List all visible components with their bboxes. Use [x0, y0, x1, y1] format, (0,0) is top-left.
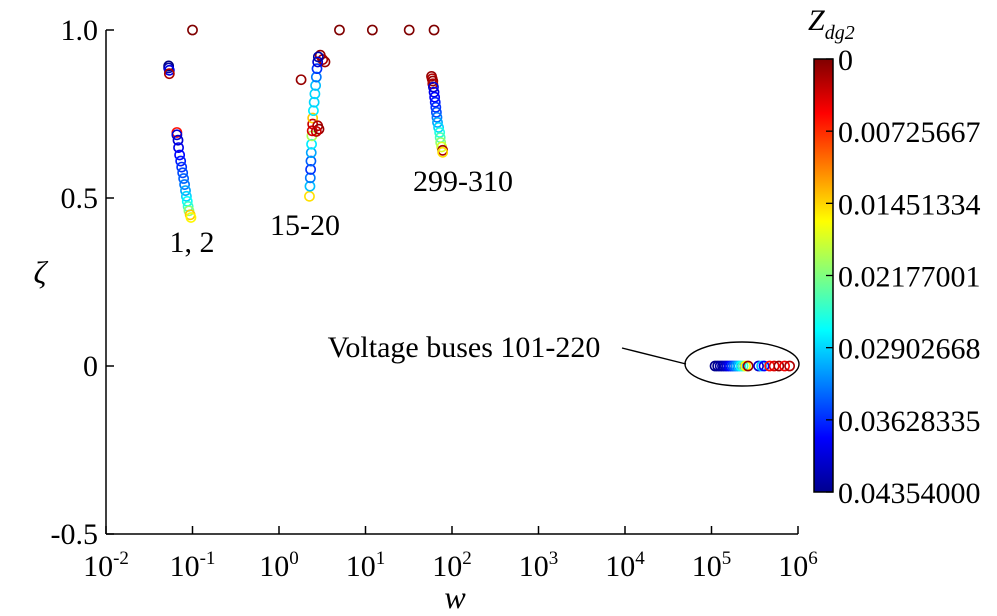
scatter-point [311, 63, 323, 75]
colorbar-title-sub: dg2 [825, 22, 855, 44]
scatter-point [430, 101, 442, 113]
x-tick-label: 10-1 [170, 548, 216, 583]
colorbar-tick-label: 0.01451334 [838, 188, 981, 221]
scatter-point [304, 190, 315, 202]
scatter-point [742, 360, 754, 372]
scatter-point [185, 212, 197, 223]
scatter-point [758, 360, 770, 372]
annotation-voltage-buses: Voltage buses 101-220 [328, 331, 601, 364]
annotation-15-20: 15-20 [270, 209, 340, 242]
colorbar-title-main: Z [808, 4, 825, 37]
annotation-1-2: 1, 2 [170, 226, 215, 259]
scatter-point [175, 155, 187, 167]
scatter-point [432, 117, 443, 128]
scatter-point [434, 127, 446, 138]
scatter-point [366, 24, 378, 36]
scatter-point [312, 51, 324, 63]
x-tick-label: 103 [519, 548, 559, 583]
scatter-point [334, 24, 345, 36]
scatter-point [187, 24, 198, 36]
colorbar-tick-label: 0.00725667 [838, 116, 981, 149]
scatter-point [768, 360, 780, 372]
scatter-point [177, 167, 189, 179]
scatter-points [163, 24, 796, 372]
scatter-point [435, 137, 447, 148]
x-tick-label: 105 [692, 548, 732, 583]
scatter-point [428, 86, 440, 98]
scatter-point [176, 161, 188, 173]
scatter-point [180, 185, 191, 197]
scatter-point [431, 111, 443, 123]
scatter-point [753, 360, 764, 372]
scatter-point [178, 173, 190, 184]
scatter-point [428, 81, 439, 93]
x-tick-label: 10-2 [83, 548, 129, 583]
voltage-buses-ellipse [684, 341, 800, 387]
scatter-point [403, 24, 415, 36]
scatter-point [174, 149, 186, 161]
colorbar-tick-label: 0.03628335 [838, 405, 981, 438]
scatter-point [179, 179, 190, 190]
y-tick-label: 1.0 [61, 14, 99, 47]
y-axis-ticks: 1.0 0.5 0 -0.5 [51, 14, 114, 551]
scatter-point [172, 134, 184, 146]
scatter-point [773, 360, 785, 372]
x-axis-title: w [444, 579, 466, 615]
scatter-point [173, 142, 184, 153]
scatter-point [307, 112, 319, 124]
annotation-299-310: 299-310 [413, 165, 513, 198]
x-tick-label: 101 [346, 548, 386, 583]
colorbar-tick-label: 0.02177001 [838, 261, 981, 294]
x-tick-label: 102 [432, 548, 472, 583]
annotation-leader-line [621, 347, 687, 365]
scatter-point [319, 56, 331, 68]
scatter-point [163, 64, 175, 76]
scatter-point [437, 146, 449, 158]
y-tick-label: 0 [83, 350, 98, 383]
colorbar-ticks: 0 0.00725667 0.01451334 0.02177001 0.0290266… [826, 44, 981, 510]
scatter-point [430, 106, 442, 118]
scatter-point [433, 122, 445, 133]
scatter-point [313, 123, 325, 135]
colorbar-tick-label: 0.02902668 [838, 333, 981, 366]
colorbar-tick-label: 0.04354000 [838, 477, 981, 510]
scatter-point [180, 190, 192, 202]
y-axis-title: ζ [34, 254, 49, 290]
scatter-point [310, 126, 322, 137]
scatter-point [428, 24, 440, 36]
x-tick-label: 104 [605, 548, 645, 583]
scatter-point [779, 360, 791, 372]
scatter-point [429, 96, 441, 108]
scatter-point [295, 74, 307, 86]
y-tick-label: -0.5 [51, 518, 99, 551]
colorbar-title: Zdg2 [808, 4, 855, 44]
scatter-point [312, 56, 324, 68]
scatter-point [429, 91, 441, 103]
scatter-point [163, 68, 175, 80]
x-tick-label: 106 [778, 548, 818, 583]
scatter-point [171, 129, 183, 141]
y-tick-label: 0.5 [61, 182, 99, 215]
colorbar-tick-label: 0 [838, 44, 853, 77]
scatter-point [784, 360, 796, 372]
x-tick-label: 100 [259, 548, 299, 583]
x-axis-ticks: 10-2 10-1 100 101 102 103 104 105 106 [83, 526, 818, 583]
